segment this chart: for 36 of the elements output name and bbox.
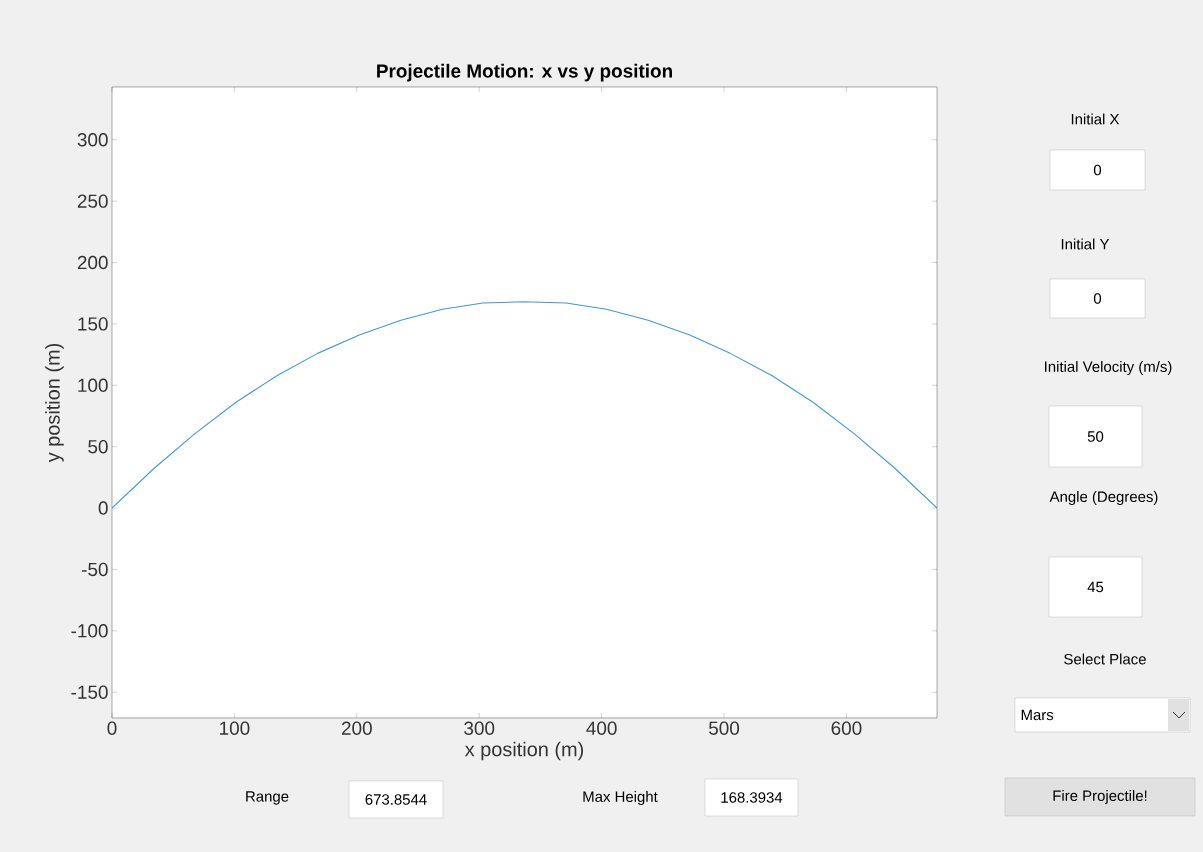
text: Select Place — [1064, 653, 1146, 665]
text: 673.8544 — [365, 794, 427, 805]
y-tick-label: -50 — [81, 562, 108, 577]
text: 50 — [1087, 431, 1104, 442]
text: 0 — [1093, 164, 1102, 176]
text: Angle (Degrees) — [1049, 491, 1158, 505]
y-tick-label: 250 — [77, 194, 108, 208]
y-tick-label: 50 — [88, 439, 108, 454]
y-tick-label: 300 — [77, 133, 108, 147]
text: Range — [246, 791, 289, 805]
text: Initial Velocity (m/s) — [1045, 361, 1172, 375]
y-axis-title: y position (m) — [45, 343, 64, 463]
x-axis-title: x position (m) — [464, 741, 584, 761]
x-tick-label: 100 — [220, 721, 250, 735]
x-tick-label: 600 — [831, 721, 862, 735]
text: 168.3934 — [721, 792, 783, 803]
y-tick-label: 150 — [78, 317, 108, 331]
x-tick-label: 200 — [341, 721, 372, 735]
y-tick-label: 100 — [78, 378, 108, 392]
text: Fire Projectile! — [1053, 790, 1147, 804]
x-tick-label: 0 — [107, 721, 117, 735]
y-tick-label: 200 — [77, 255, 108, 270]
text: 45 — [1087, 581, 1104, 593]
text: 0 — [1093, 293, 1102, 304]
y-tick-label: -150 — [71, 685, 108, 699]
text: Initial Y — [1061, 238, 1110, 250]
text: Initial X — [1071, 113, 1120, 125]
text: Max Height — [583, 791, 658, 805]
text: Mars — [1021, 709, 1054, 721]
chart-title: Projectile Motion: x vs y position — [377, 63, 672, 82]
line-series — [112, 301, 938, 509]
y-tick-label: -100 — [71, 624, 108, 638]
x-tick-label: 500 — [708, 721, 740, 735]
x-tick-label: 400 — [586, 721, 617, 735]
x-tick-label: 300 — [464, 721, 495, 735]
y-tick-label: 0 — [98, 501, 108, 515]
